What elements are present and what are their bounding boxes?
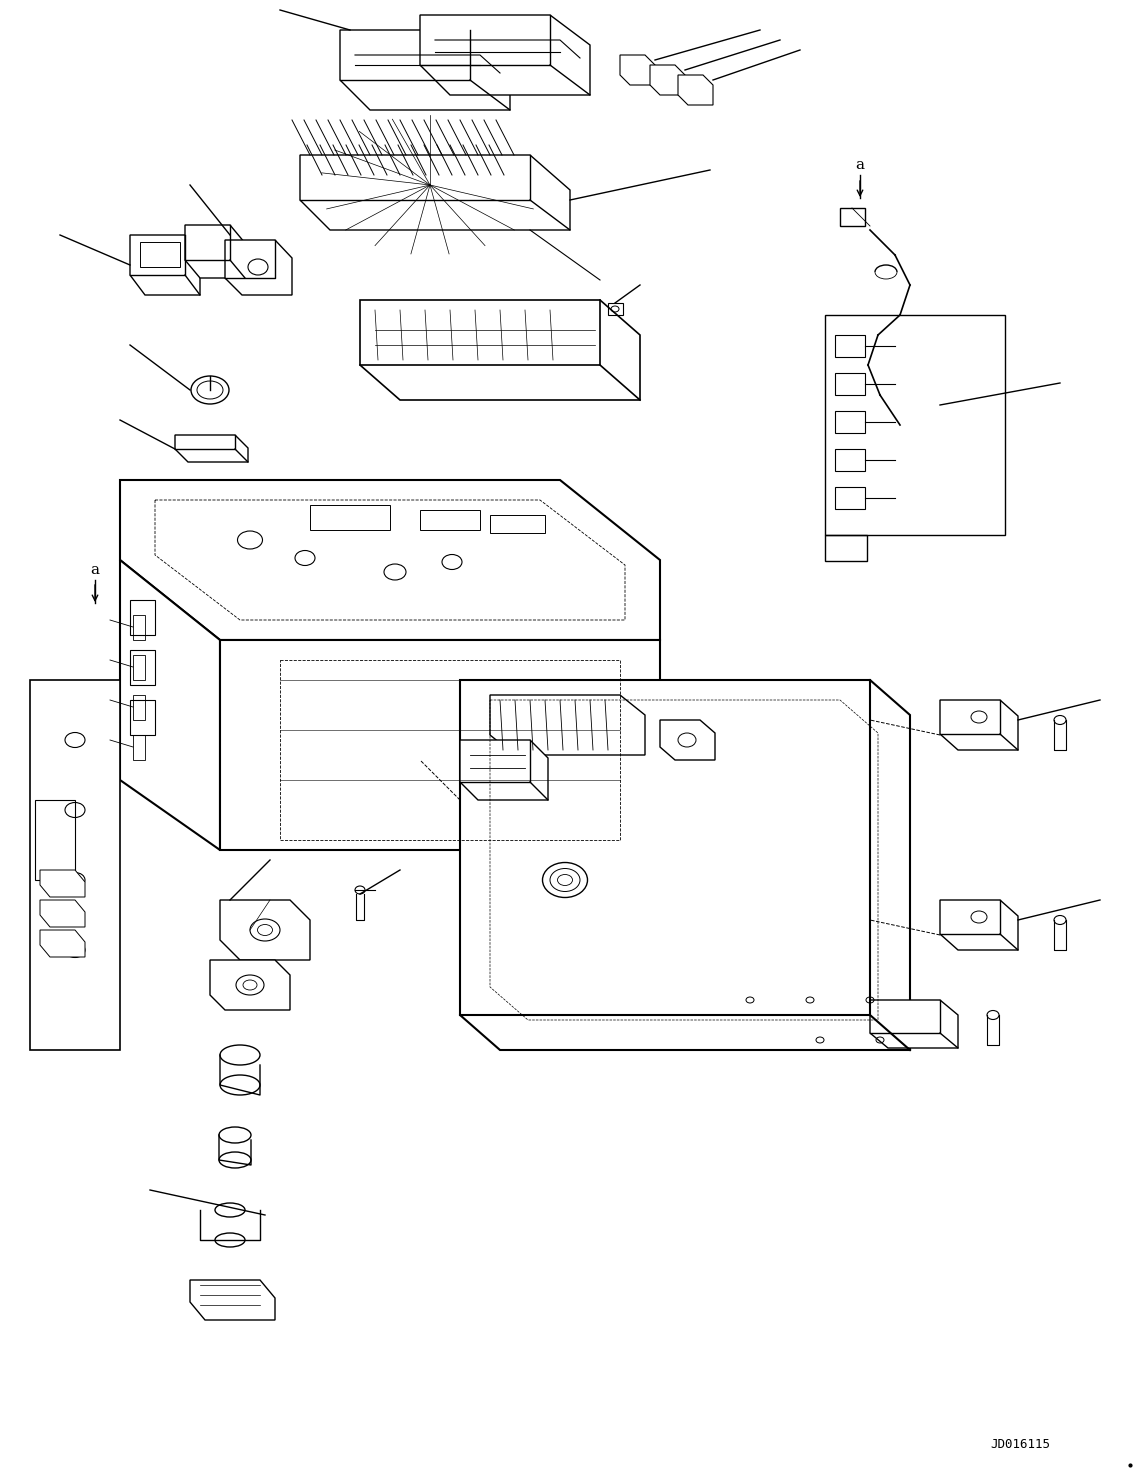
- Bar: [133, 615, 145, 640]
- Polygon shape: [190, 1279, 275, 1321]
- Polygon shape: [620, 55, 655, 85]
- Polygon shape: [660, 719, 716, 761]
- Polygon shape: [459, 740, 547, 800]
- Bar: [130, 650, 155, 685]
- Polygon shape: [175, 435, 248, 461]
- Polygon shape: [678, 75, 713, 105]
- Polygon shape: [120, 481, 660, 640]
- Polygon shape: [940, 700, 1018, 750]
- Bar: [836, 335, 865, 357]
- Polygon shape: [825, 315, 1005, 535]
- Bar: [825, 535, 868, 562]
- Polygon shape: [40, 901, 85, 927]
- Bar: [133, 736, 145, 761]
- Bar: [840, 208, 865, 226]
- Text: a: a: [90, 563, 99, 576]
- Text: a: a: [855, 158, 864, 172]
- Polygon shape: [225, 240, 291, 295]
- Polygon shape: [940, 901, 1018, 951]
- Polygon shape: [360, 301, 640, 399]
- Bar: [139, 242, 179, 267]
- Bar: [836, 450, 865, 472]
- Polygon shape: [870, 999, 958, 1048]
- Polygon shape: [210, 960, 290, 1010]
- Bar: [310, 506, 390, 531]
- Text: JD016115: JD016115: [990, 1439, 1050, 1452]
- Polygon shape: [339, 29, 510, 111]
- Bar: [608, 304, 623, 315]
- Polygon shape: [40, 930, 85, 957]
- Bar: [836, 411, 865, 433]
- Polygon shape: [30, 680, 120, 1049]
- Bar: [133, 696, 145, 719]
- Polygon shape: [490, 696, 645, 755]
- Bar: [419, 510, 480, 531]
- Bar: [490, 514, 545, 534]
- Bar: [836, 373, 865, 395]
- Polygon shape: [219, 640, 660, 850]
- Polygon shape: [419, 15, 590, 94]
- Polygon shape: [120, 560, 219, 850]
- Bar: [130, 600, 155, 635]
- Bar: [130, 700, 155, 736]
- Bar: [133, 654, 145, 680]
- Polygon shape: [650, 65, 685, 94]
- Polygon shape: [40, 870, 85, 898]
- Polygon shape: [299, 155, 570, 230]
- Polygon shape: [185, 226, 245, 279]
- Bar: [836, 486, 865, 509]
- Polygon shape: [459, 680, 910, 1049]
- Polygon shape: [219, 901, 310, 960]
- Polygon shape: [130, 234, 200, 295]
- Bar: [35, 800, 75, 880]
